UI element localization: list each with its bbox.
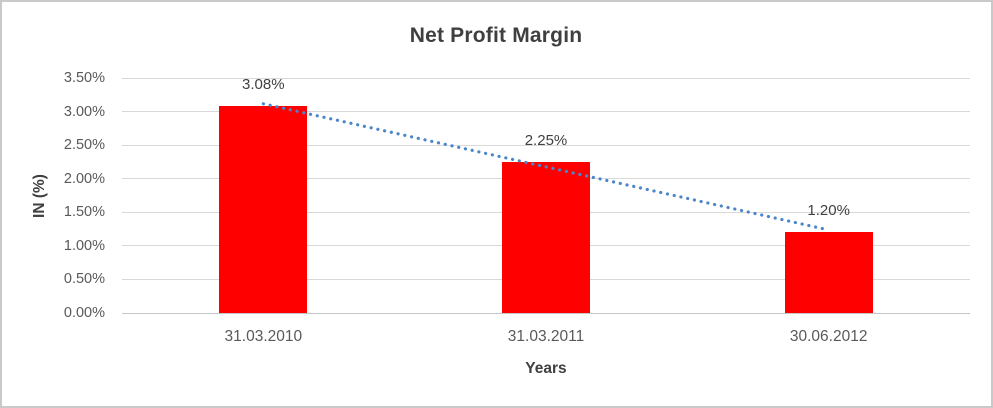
trendline xyxy=(261,102,831,232)
gridline xyxy=(122,111,970,113)
y-tick-label: 3.00% xyxy=(63,103,105,120)
gridline xyxy=(122,77,970,79)
x-axis-title: Years xyxy=(525,360,567,377)
y-tick-label: 3.50% xyxy=(63,70,105,86)
x-tick-label: 31.03.2010 xyxy=(224,328,303,345)
data-label: 2.25% xyxy=(524,131,568,149)
data-label: 3.08% xyxy=(242,76,285,94)
bar-31.03.2011 xyxy=(502,161,590,313)
bar-30.06.2012 xyxy=(784,232,873,313)
y-tick-label: 1.50% xyxy=(63,204,105,221)
x-tick-label: 30.06.2012 xyxy=(789,328,868,345)
x-tick-label: 31.03.2011 xyxy=(507,328,585,345)
data-label: 1.20% xyxy=(807,202,850,220)
y-tick-label: 2.50% xyxy=(63,137,105,154)
bar-31.03.2010 xyxy=(219,106,308,313)
y-tick-label: 2.00% xyxy=(63,170,105,187)
chart-title: Net Profit Margin xyxy=(409,24,583,47)
y-tick-label: 1.00% xyxy=(63,237,105,254)
plot-area xyxy=(122,77,970,314)
x-axis-line xyxy=(122,312,970,314)
y-tick-label: 0.00% xyxy=(63,305,105,321)
gridline xyxy=(122,144,970,146)
y-tick-label: 0.50% xyxy=(63,271,105,288)
